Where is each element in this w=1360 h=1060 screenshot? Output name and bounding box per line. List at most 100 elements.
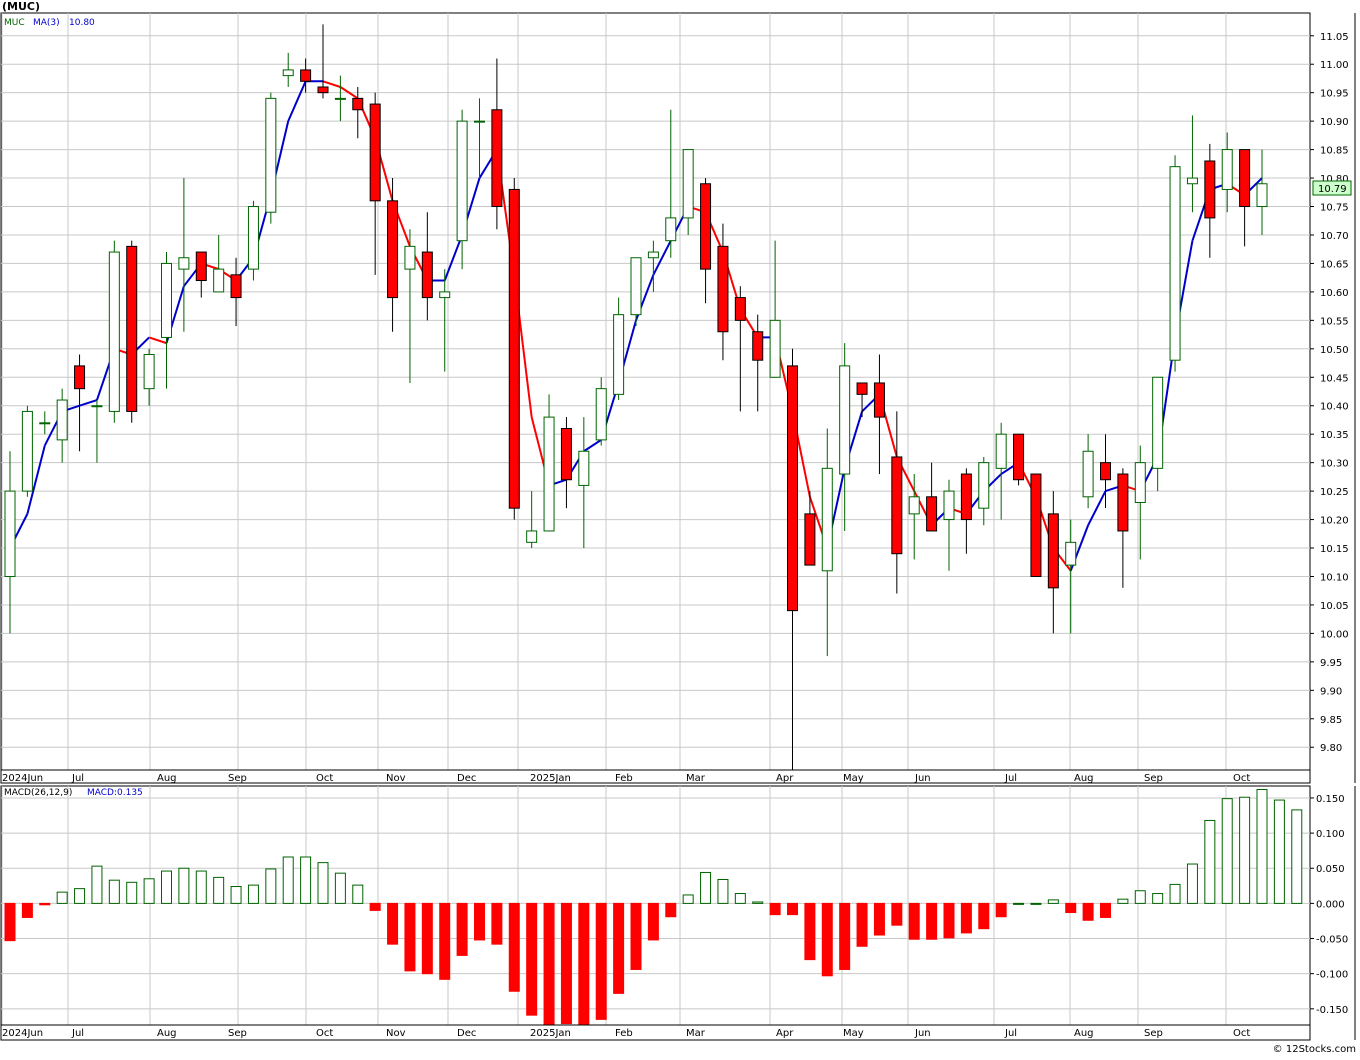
macd-y-tick-label: -0.100 [1316,970,1348,981]
price-y-tick-label: 10.90 [1320,117,1349,128]
price-y-tick-label: 9.95 [1320,658,1342,669]
candle-body-down [752,331,764,361]
candle-body-up [21,410,33,492]
macd-x-tick-label: May [843,1028,864,1039]
macd-bar-positive [282,856,294,904]
macd-bar-negative [404,902,416,972]
macd-bar-positive [265,868,277,904]
legend-ma-value: 10.80 [69,18,95,28]
macd-bar-negative [665,902,677,918]
candle-body-up [247,206,259,270]
price-x-axis-band [0,769,1311,784]
chart-title: (MUC) [2,0,40,13]
price-y-tick-label: 10.35 [1320,430,1349,441]
macd-bar-positive [1030,902,1042,905]
candle-body-up [1256,183,1268,208]
price-y-tick-label: 9.85 [1320,715,1342,726]
macd-bar-positive [230,886,242,904]
candle-body-down [421,251,433,299]
candle-body-down [717,245,729,333]
candle-body-up [908,496,920,515]
macd-x-tick-label: Sep [228,1028,247,1039]
candle-body-down [873,382,885,418]
watermark: © 12Stocks.com [1273,1044,1356,1055]
price-x-tick-label: Dec [457,773,476,784]
candle-body-down [734,297,746,321]
macd-bar-positive [1256,789,1268,904]
candle-body-up [647,251,659,259]
ma3-segment [652,240,672,276]
ma3-segment [322,80,341,88]
macd-bar-positive [195,870,207,904]
candle-body-up [543,416,555,532]
candle-body-up [1169,166,1181,361]
price-y-tick-label: 10.00 [1320,629,1349,640]
candle-body-down [1047,513,1059,589]
macd-bar-positive [108,879,120,904]
macd-bar-positive [1047,899,1059,904]
macd-bar-positive [1273,799,1285,904]
ma3-segment [339,86,359,100]
macd-bar-positive [74,888,86,904]
macd-bar-positive [178,867,190,904]
price-y-tick-label: 10.85 [1320,146,1349,157]
macd-bar-negative [804,902,816,961]
x-axis-labels: 2024Jun 2024Jun Jul Jul Aug Aug Sep Sep Oct Oct No… [0,769,1311,1041]
ma3-segment [443,234,464,281]
macd-y-tick-label: -0.050 [1316,935,1348,946]
macd-bars-layer [4,789,1303,1026]
candle-body-up [1082,450,1094,498]
macd-bar-negative [543,902,555,1026]
macd-label: MACD(26,12,9) [4,788,72,798]
macd-bar-negative [873,902,885,936]
price-x-tick-label: May [843,773,864,784]
candle-body-down [74,365,86,390]
macd-bar-positive [56,891,68,904]
macd-bar-positive [1186,863,1198,904]
macd-bar-negative [821,902,833,977]
macd-x-tick-label: Nov [386,1028,406,1039]
ma3-segment [79,399,98,407]
price-y-tick-label: 9.80 [1320,743,1342,754]
candle-body-down [787,365,798,612]
candle-body-up [1152,376,1164,469]
macd-x-tick-label: Jun [914,1028,931,1039]
ma3-segment [583,439,602,453]
price-x-tick-label: Sep [1144,773,1163,784]
macd-x-tick-label: Feb [615,1028,633,1039]
macd-bar-negative [578,902,590,1026]
last-price-tag: 10.79 [1318,184,1347,195]
price-y-tick-label: 10.40 [1320,402,1349,413]
price-y-tick-label: 10.95 [1320,89,1349,100]
macd-x-axis-band [0,1024,1311,1041]
candle-body-up [1065,541,1077,566]
legend-symbol: MUC [4,18,25,28]
ma3-segment [148,336,167,345]
macd-bar-negative [787,902,798,916]
macd-bar-positive [1204,819,1216,904]
candle-body-down [300,69,312,82]
candle-body-up [821,467,833,572]
macd-bar-positive [752,901,764,904]
macd-bar-negative [595,902,607,1020]
candle-body-up [769,319,781,378]
macd-x-tick-label: Mar [686,1028,706,1039]
price-y-tick-label: 11.00 [1320,60,1349,71]
macd-bar-negative [491,902,503,945]
macd-bar-negative [908,902,920,940]
macd-bar-positive [1169,883,1181,904]
macd-bar-positive [734,893,746,904]
price-y-tick-label: 10.05 [1320,601,1349,612]
candle-body-up [91,405,103,408]
candle-body-down [960,473,972,521]
macd-x-tick-label: Dec [457,1028,476,1039]
candle-body-up [578,450,590,486]
candle-body-down [1100,462,1111,481]
macd-bar-negative [856,902,868,947]
price-y-tick-label: 10.75 [1320,203,1349,214]
macd-x-tick-label: 2024Jun [2,1028,43,1039]
candle-body-up [39,422,51,425]
macd-bar-positive [352,884,364,904]
candle-body-down [700,183,712,270]
